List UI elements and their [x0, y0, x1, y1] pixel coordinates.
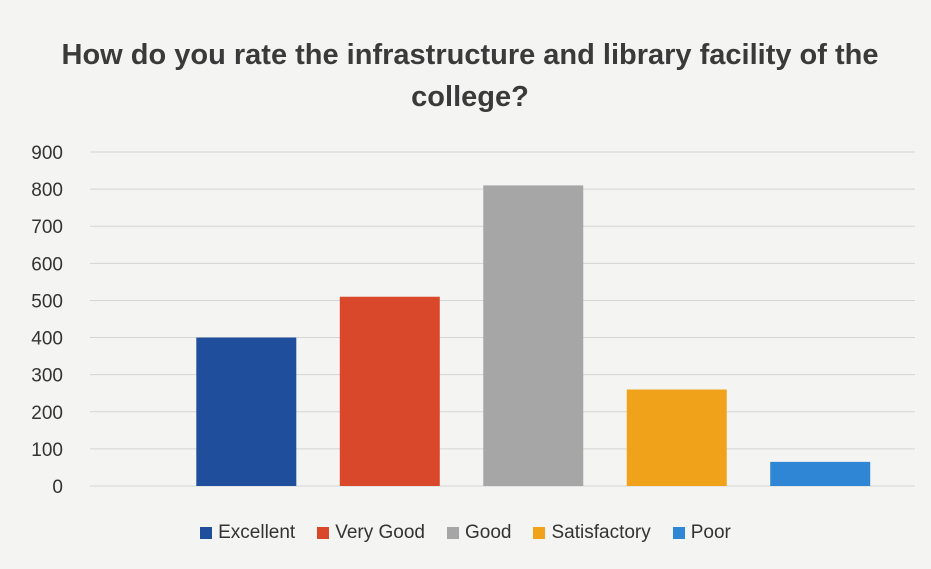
y-tick-label: 100: [31, 440, 63, 461]
legend-label: Good: [465, 522, 512, 543]
legend-swatch: [672, 527, 685, 539]
legend-swatch: [317, 527, 330, 539]
bar-satisfactory: [626, 389, 727, 486]
legend-label: Excellent: [218, 522, 296, 543]
bar-very-good: [339, 296, 440, 486]
legend-swatch: [200, 527, 213, 539]
y-tick-label: 400: [31, 329, 63, 350]
bar-poor: [770, 461, 871, 486]
legend-label: Satisfactory: [551, 522, 651, 543]
legend-swatch: [533, 527, 546, 539]
bar-excellent: [196, 337, 297, 486]
y-tick-label: 300: [31, 366, 63, 387]
y-tick-label: 700: [31, 217, 63, 238]
y-tick-label: 200: [31, 403, 63, 424]
legend-label: Very Good: [335, 522, 425, 543]
y-tick-label: 900: [31, 143, 63, 164]
legend-item-very-good: Very Good: [317, 522, 425, 544]
legend-label: Poor: [690, 522, 731, 543]
chart-title: How do you rate the infrastructure and l…: [61, 39, 879, 113]
y-tick-label: 500: [31, 291, 63, 312]
y-tick-label: 800: [31, 180, 63, 201]
bar-good: [483, 185, 584, 486]
legend-item-satisfactory: Satisfactory: [533, 522, 651, 544]
legend-item-good: Good: [447, 522, 511, 544]
legend-item-poor: Poor: [672, 522, 731, 544]
legend-swatch: [447, 527, 459, 539]
chart-legend: Excellent Very Good Good Satisfactory Poor: [0, 522, 931, 544]
y-tick-label: 600: [31, 254, 63, 275]
y-tick-label: 0: [52, 477, 63, 498]
legend-item-excellent: Excellent: [200, 522, 295, 544]
